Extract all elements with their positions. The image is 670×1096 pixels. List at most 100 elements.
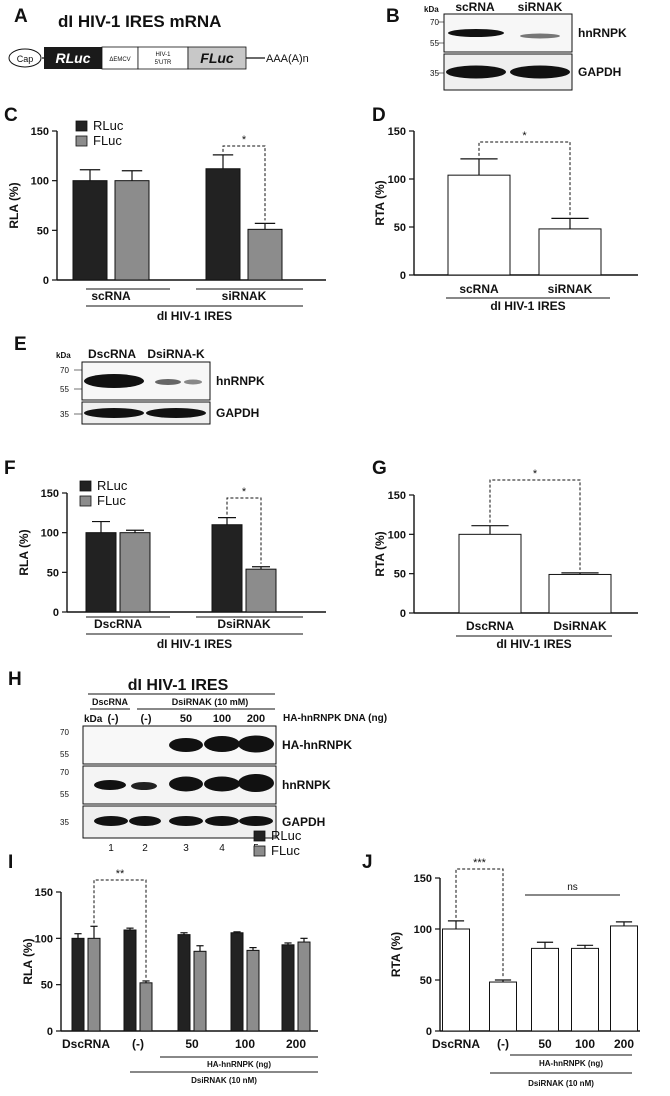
- kda-label: kDa: [56, 351, 71, 360]
- band: [131, 782, 157, 790]
- fluc-block: [187, 46, 247, 70]
- band-label: hnRNPK: [578, 26, 627, 40]
- band: [146, 408, 206, 418]
- panel-letter-f: F: [4, 458, 16, 479]
- y-tick-label: 0: [400, 608, 406, 620]
- bar: [205, 168, 241, 281]
- x-tick-label: 50: [185, 1037, 199, 1051]
- legend-label: FLuc: [93, 133, 122, 148]
- significance-label: *: [533, 468, 538, 480]
- group-label: DsiRNAK (10 nM): [528, 1079, 594, 1088]
- bar: [193, 950, 207, 1032]
- marker-label: 55: [430, 39, 439, 48]
- x-tick-label: DscRNA: [94, 617, 142, 631]
- marker-label: 70: [60, 768, 69, 777]
- group-label: dI HIV-1 IRES: [496, 637, 571, 651]
- y-tick-label: 50: [47, 567, 59, 579]
- marker-label: 35: [60, 410, 69, 419]
- x-tick-label: 200: [614, 1037, 634, 1051]
- lane-number: 1: [108, 843, 114, 854]
- band: [204, 776, 240, 792]
- x-tick-label: DsiRNAK: [553, 619, 607, 633]
- dna-label: HA-hnRNPK DNA (ng): [283, 713, 387, 724]
- band: [239, 816, 273, 826]
- kda-label: kDa: [84, 714, 103, 725]
- y-tick-label: 0: [53, 607, 59, 619]
- y-tick-label: 100: [41, 528, 59, 540]
- x-tick-label: DsiRNAK: [217, 617, 271, 631]
- y-tick-label: 100: [388, 174, 406, 186]
- chart-d: D 0 50 100 150 RTA (%) scRNA siRNAK * dI HIV-1 I…: [372, 105, 638, 313]
- legend-label: FLuc: [97, 493, 126, 508]
- bar: [245, 568, 277, 613]
- bar: [230, 932, 244, 1032]
- fluc-label: FLuc: [200, 50, 234, 66]
- panel-letter-a: A: [14, 6, 28, 27]
- x-tick-label: siRNAK: [548, 282, 593, 296]
- band: [520, 33, 560, 39]
- sub-group-label: HA-hnRNPK (ng): [539, 1059, 603, 1068]
- significance-label: *: [242, 134, 247, 146]
- panel-letter-i: I: [8, 852, 13, 873]
- bar: [538, 228, 602, 276]
- significance-bracket: [478, 141, 571, 216]
- y-tick-label: 100: [31, 176, 49, 188]
- lane-number: 2: [142, 843, 148, 854]
- bar: [211, 524, 243, 613]
- utr-label-2: 5'UTR: [155, 60, 172, 66]
- x-tick-label: 50: [538, 1037, 552, 1051]
- bar: [87, 937, 101, 1032]
- lane-label: (-): [108, 713, 119, 725]
- panel-e: E kDa DscRNA DsiRNA-K 70 55 35 hnRNPK GA…: [14, 334, 265, 425]
- band-label: hnRNPK: [216, 374, 265, 388]
- lane-label: 200: [247, 713, 265, 725]
- kda-label: kDa: [424, 5, 439, 14]
- polya-label: AAA(A)n: [266, 53, 309, 65]
- marker-label: 35: [430, 69, 439, 78]
- blot-title: dI HIV-1 IRES: [128, 677, 229, 694]
- y-tick-label: 0: [426, 1026, 432, 1038]
- rluc-block: [44, 47, 102, 69]
- significance-bracket: [455, 868, 504, 977]
- x-tick-label: 100: [235, 1037, 255, 1051]
- y-axis-label: RTA (%): [373, 531, 387, 576]
- group-label: DsiRNAK (10 nM): [191, 1076, 257, 1085]
- band: [94, 780, 126, 790]
- bar: [247, 228, 283, 281]
- bar: [119, 532, 151, 613]
- band: [84, 374, 144, 388]
- significance-bracket: [222, 145, 266, 221]
- panel-letter-e: E: [14, 334, 27, 355]
- bar: [177, 934, 191, 1032]
- group-label: dI HIV-1 IRES: [490, 299, 565, 313]
- rluc-label: RLuc: [56, 50, 91, 66]
- x-tick-label: 200: [286, 1037, 306, 1051]
- band-label: HA-hnRNPK: [282, 738, 352, 752]
- bar: [72, 180, 108, 281]
- marker-label: 70: [60, 366, 69, 375]
- band: [448, 29, 504, 37]
- ns-label: ns: [567, 882, 578, 893]
- y-tick-label: 0: [47, 1026, 53, 1038]
- y-axis-label: RTA (%): [373, 180, 387, 225]
- y-tick-label: 150: [388, 126, 406, 138]
- marker-label: 70: [60, 728, 69, 737]
- band: [169, 776, 203, 792]
- sub-group-label: HA-hnRNPK (ng): [207, 1060, 271, 1069]
- lane-label: (-): [141, 713, 152, 725]
- y-tick-label: 0: [43, 275, 49, 287]
- x-tick-label: DscRNA: [466, 619, 514, 633]
- significance-bracket: [93, 879, 147, 978]
- cap-label: Cap: [17, 54, 34, 64]
- significance-label: *: [242, 486, 247, 498]
- band: [238, 774, 274, 792]
- y-tick-label: 100: [414, 924, 432, 936]
- band: [84, 408, 144, 418]
- y-tick-label: 150: [41, 488, 59, 500]
- group-label: DscRNA: [92, 697, 129, 707]
- x-tick-label: DscRNA: [432, 1037, 480, 1051]
- lane-number: 4: [219, 843, 225, 854]
